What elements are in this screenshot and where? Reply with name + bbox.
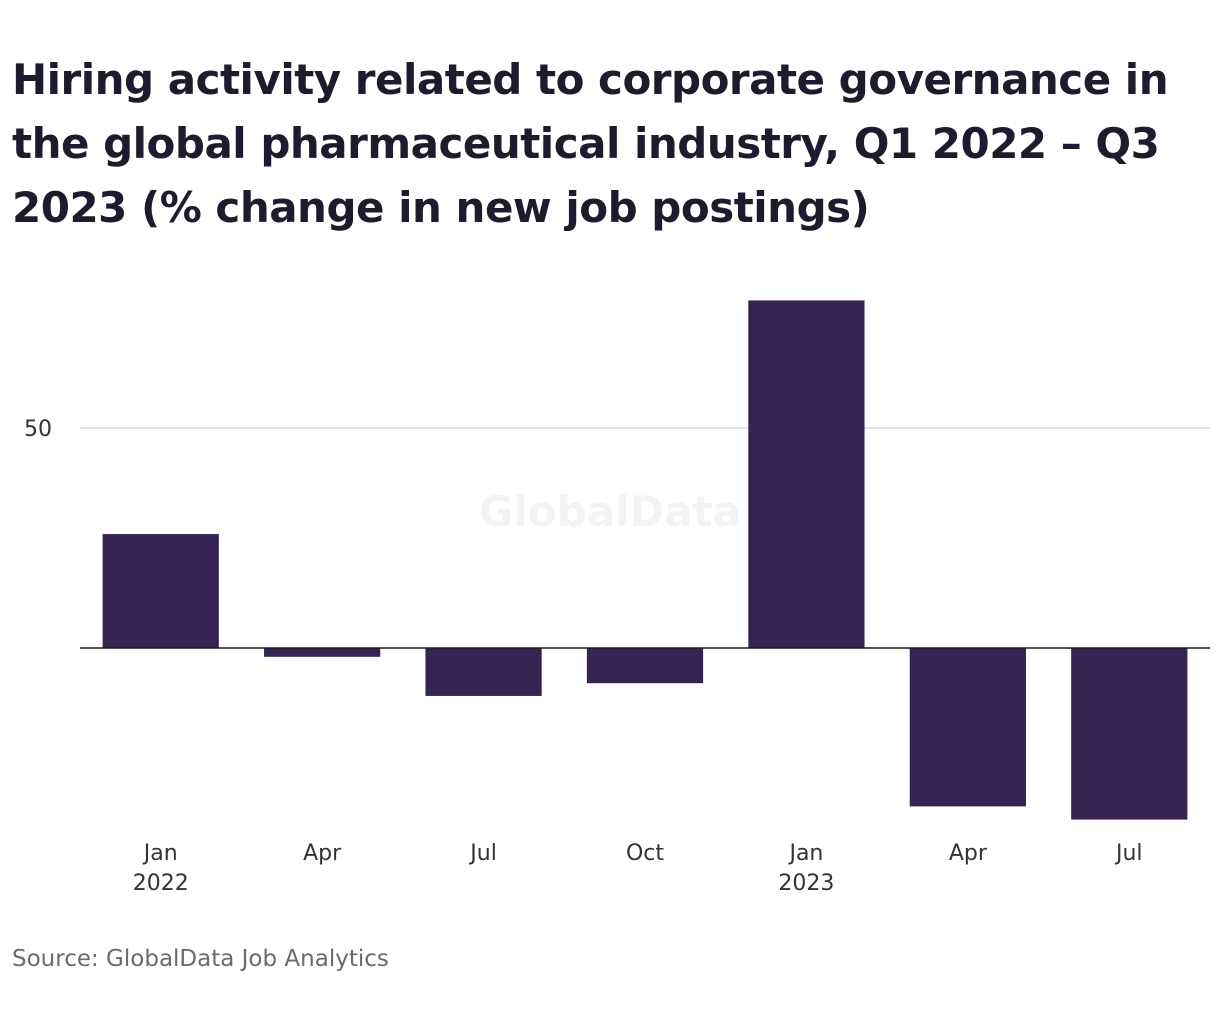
bars — [102, 300, 1188, 820]
bar-q2-2023 — [909, 648, 1026, 807]
x-tick-label: Jul — [1114, 841, 1143, 866]
x-tick-label: Jul — [468, 841, 497, 866]
gridlines: 50 — [24, 417, 1210, 442]
x-tick-year-label: 2022 — [133, 871, 189, 896]
x-tick-label: Apr — [949, 841, 988, 866]
x-axis-labels: Jan 2022 Apr Jul Oct Jan 2023 Apr Jul — [133, 841, 1143, 896]
chart-title: Hiring activity related to corporate gov… — [12, 55, 1169, 232]
source-note: Source: GlobalData Job Analytics — [12, 946, 389, 972]
watermark: GlobalData — [479, 487, 741, 536]
y-tick-label: 50 — [24, 417, 52, 442]
x-tick-label: Oct — [626, 841, 664, 866]
bar-q1-2023 — [748, 300, 865, 648]
bar-q2-2022 — [264, 648, 381, 657]
x-tick-label: Jan — [787, 841, 823, 866]
x-tick-label: Jan — [142, 841, 178, 866]
bar-q1-2022 — [102, 534, 219, 648]
bar-q3-2023 — [1071, 648, 1188, 820]
bar-q4-2022 — [586, 648, 704, 684]
x-tick-label: Apr — [303, 841, 342, 866]
bar-q3-2022 — [425, 648, 542, 696]
x-tick-year-label: 2023 — [778, 871, 834, 896]
